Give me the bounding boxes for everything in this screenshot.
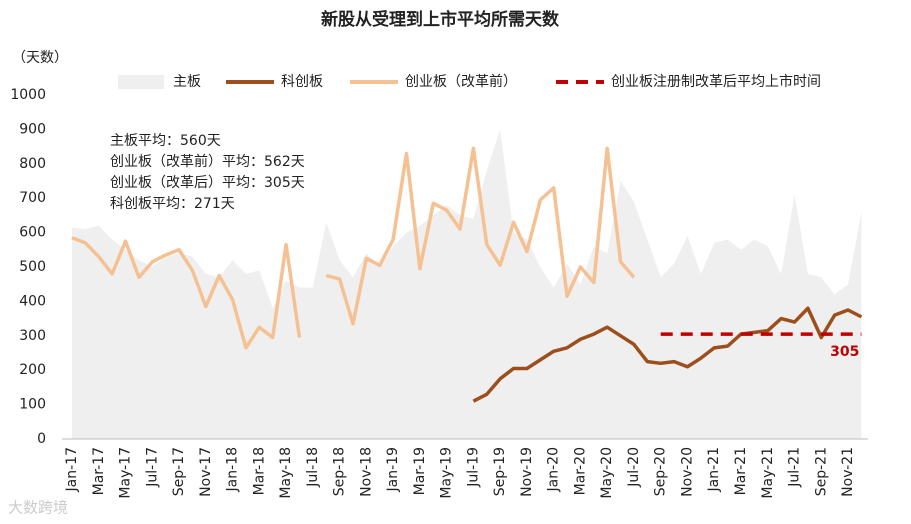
x-tick-label: May-19: [439, 447, 455, 499]
y-tick-label: 300: [19, 328, 46, 344]
y-axis-label: （天数）: [12, 50, 68, 66]
x-tick-label: Sep-19: [492, 447, 508, 496]
x-tick-label: Jan-17: [64, 447, 80, 492]
y-tick-label: 400: [19, 293, 46, 309]
annotation: 创业板（改革后）平均：305天: [110, 175, 305, 191]
x-tick-label: Jul-19: [465, 447, 481, 488]
x-tick-label: Jan-20: [546, 447, 562, 492]
annotation: 科创板平均：271天: [110, 196, 235, 212]
x-tick-label: Mar-20: [572, 447, 588, 495]
legend-swatch: [118, 75, 164, 89]
y-tick-label: 100: [19, 397, 46, 413]
y-tick-label: 600: [19, 225, 46, 241]
x-tick-label: Nov-21: [840, 447, 856, 497]
line: [472, 306, 863, 403]
x-tick-label: Nov-18: [358, 447, 374, 497]
y-tick-label: 800: [19, 156, 46, 172]
y-tick-label: 0: [37, 431, 46, 447]
watermark: 大数跨境: [8, 499, 68, 517]
x-tick-label: Mar-21: [733, 447, 749, 495]
legend-label: 创业板（改革前）: [405, 73, 517, 90]
x-tick-label: Jul-17: [144, 447, 160, 488]
x-tick-label: May-20: [599, 447, 615, 499]
x-tick-label: Jan-18: [225, 447, 241, 492]
chart-title: 新股从受理到上市平均所需天数: [321, 9, 560, 30]
legend-label: 科创板: [281, 74, 323, 90]
x-tick-label: Nov-20: [679, 447, 695, 497]
x-tick-label: Nov-17: [198, 447, 214, 497]
y-tick-label: 900: [19, 121, 46, 137]
x-tick-label: Mar-17: [91, 447, 107, 495]
annotation: 创业板（改革前）平均：562天: [110, 153, 305, 170]
x-tick-label: Jan-19: [385, 447, 401, 492]
x-tick-label: Mar-18: [251, 447, 267, 495]
x-tick-label: Nov-19: [519, 447, 535, 497]
y-tick-label: 200: [19, 362, 46, 378]
x-tick-label: Jul-20: [626, 447, 642, 488]
x-tick-label: May-21: [760, 447, 776, 499]
annotation: 主板平均：560天: [110, 133, 221, 149]
x-tick-label: Jul-21: [787, 447, 803, 488]
x-tick-label: Jul-18: [305, 447, 321, 488]
legend-label: 创业板注册制改革后平均上市时间: [611, 73, 821, 90]
y-tick-label: 500: [19, 259, 46, 275]
data-label: 305: [830, 344, 859, 360]
line: [71, 146, 636, 350]
y-tick-label: 1000: [10, 87, 46, 103]
x-tick-label: Mar-19: [412, 447, 428, 495]
legend-label: 主板: [173, 74, 201, 90]
x-tick-label: Sep-21: [813, 447, 829, 496]
y-tick-label: 700: [19, 190, 46, 206]
x-tick-label: Sep-18: [332, 447, 348, 496]
x-tick-label: Sep-20: [653, 447, 669, 496]
x-tick-label: Jan-21: [706, 447, 722, 492]
x-tick-label: May-18: [278, 447, 294, 499]
x-tick-label: Sep-17: [171, 447, 187, 496]
x-tick-label: May-17: [118, 447, 134, 499]
